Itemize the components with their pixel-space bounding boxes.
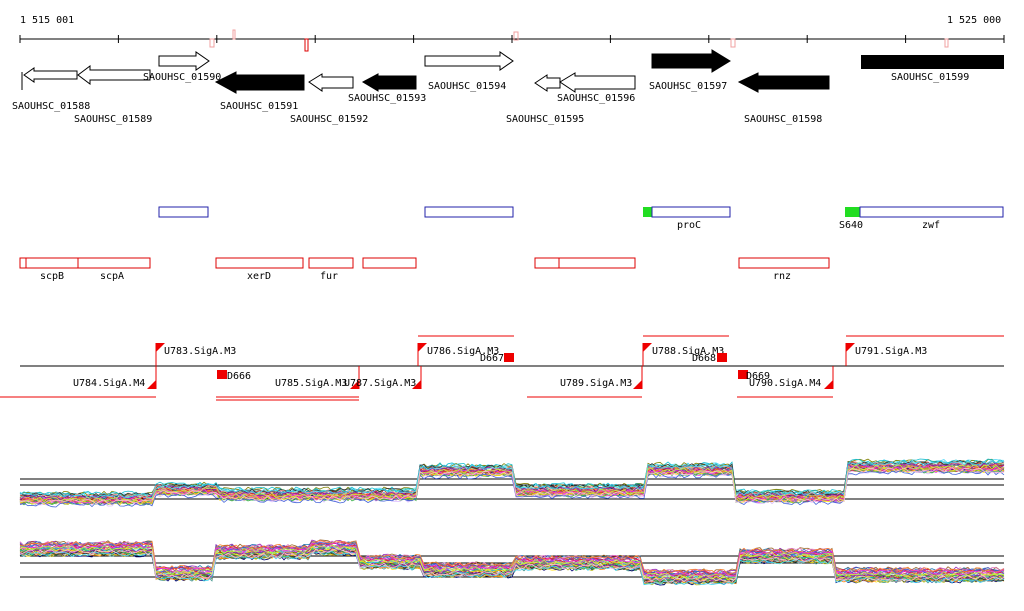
expression-line — [19, 544, 1005, 579]
terminator-label-d668: D668 — [692, 353, 716, 364]
gene-track: SAOUHSC_01588 SAOUHSC_01589 SAOUHSC_0159… — [12, 49, 1004, 125]
gene-label-saouhsc-01594: SAOUHSC_01594 — [428, 81, 506, 92]
promoter-track: U783.SigA.M3 U786.SigA.M3 U788.SigA.M3 U… — [0, 335, 1004, 401]
gene-label-saouhsc-01596: SAOUHSC_01596 — [557, 93, 635, 104]
scpa-box[interactable] — [77, 257, 151, 269]
gene-label-saouhsc-01588: SAOUHSC_01588 — [12, 101, 90, 112]
terminator-label-d669: D669 — [746, 371, 770, 382]
reverse-box[interactable] — [362, 257, 417, 269]
terminator-label-d667: D667 — [480, 353, 504, 364]
fur-label: fur — [320, 271, 338, 282]
expression-line — [19, 545, 1005, 582]
promoter-u785[interactable]: U785.SigA.M3 — [216, 366, 360, 401]
promoter-u784[interactable]: U784.SigA.M4 — [0, 366, 157, 398]
gene-saouhsc-01590[interactable]: SAOUHSC_01590 — [143, 51, 221, 83]
promoter-label-u788: U788.SigA.M3 — [652, 346, 724, 357]
terminator-label-d666: D666 — [227, 371, 251, 382]
zwf-label: zwf — [922, 220, 940, 231]
gene-saouhsc-01594[interactable]: SAOUHSC_01594 — [424, 51, 514, 92]
gene-saouhsc-01597[interactable]: SAOUHSC_01597 — [649, 49, 731, 92]
proc-box[interactable] — [651, 206, 731, 218]
promoter-u783[interactable]: U783.SigA.M3 — [155, 343, 236, 366]
gene-saouhsc-01593[interactable]: SAOUHSC_01593 — [348, 73, 426, 104]
gene-saouhsc-01596[interactable]: SAOUHSC_01596 — [557, 72, 636, 104]
coordinate-ruler: 1 515 001 1 525 000 — [19, 15, 1005, 52]
promoter-u790[interactable]: U790.SigA.M4 — [737, 366, 834, 398]
gene-saouhsc-01592[interactable]: SAOUHSC_01592 — [290, 73, 368, 125]
expression-line — [19, 467, 1005, 505]
promoter-label-u785: U785.SigA.M3 — [275, 378, 347, 389]
terminator-d669[interactable]: D669 — [738, 370, 770, 382]
gene-saouhsc-01598[interactable]: SAOUHSC_01598 — [737, 72, 830, 125]
forward-expression-track — [19, 458, 1005, 508]
s640-marker[interactable] — [845, 207, 860, 217]
reverse-name-track: scpB scpA xerD fur rnz — [19, 257, 830, 282]
expression-line — [19, 462, 1005, 501]
gene-saouhsc-01591[interactable]: SAOUHSC_01591 — [214, 71, 305, 112]
expression-line — [19, 460, 1005, 499]
xerd-label: xerD — [247, 271, 271, 282]
reverse-box[interactable] — [558, 257, 636, 269]
scpb-box[interactable] — [25, 257, 79, 269]
gene-saouhsc-01599[interactable]: SAOUHSC_01599 — [861, 55, 1004, 83]
zwf-box[interactable] — [859, 206, 1004, 218]
gene-label-saouhsc-01590: SAOUHSC_01590 — [143, 72, 221, 83]
terminator-d667[interactable]: D667 — [480, 353, 514, 364]
scpa-label: scpA — [100, 271, 124, 282]
expression-line — [19, 541, 1005, 577]
ruler-end-label: 1 525 000 — [947, 15, 1001, 26]
promoter-u789[interactable]: U789.SigA.M3 — [527, 366, 643, 398]
terminator-d666[interactable]: D666 — [217, 370, 251, 382]
forward-name-track: proC S640 zwf — [158, 206, 1004, 231]
gene-saouhsc-01589[interactable]: SAOUHSC_01589 — [74, 65, 152, 125]
promoter-label-u791: U791.SigA.M3 — [855, 346, 927, 357]
ruler-start-label: 1 515 001 — [20, 15, 74, 26]
promoter-label-u784: U784.SigA.M4 — [73, 378, 145, 389]
proc-label: proC — [677, 220, 701, 231]
promoter-u787[interactable]: U787.SigA.M3 — [344, 366, 422, 389]
gene-label-saouhsc-01598: SAOUHSC_01598 — [744, 114, 822, 125]
expression-line — [19, 469, 1005, 508]
gene-saouhsc-01595[interactable]: SAOUHSC_01595 — [506, 74, 584, 125]
expression-line — [19, 542, 1005, 578]
fur-box[interactable] — [308, 257, 354, 269]
gene-label-saouhsc-01593: SAOUHSC_01593 — [348, 93, 426, 104]
gene-saouhsc-01588[interactable]: SAOUHSC_01588 — [12, 67, 90, 112]
promoter-label-u783: U783.SigA.M3 — [164, 346, 236, 357]
gene-label-saouhsc-01599: SAOUHSC_01599 — [891, 72, 969, 83]
expression-line — [19, 548, 1005, 583]
promoter-label-u789: U789.SigA.M3 — [560, 378, 632, 389]
reverse-expression-track — [19, 539, 1005, 586]
gene-label-saouhsc-01597: SAOUHSC_01597 — [649, 81, 727, 92]
promoter-label-u787: U787.SigA.M3 — [344, 378, 416, 389]
promoter-u788[interactable]: U788.SigA.M3 — [642, 335, 729, 366]
expression-line — [19, 539, 1005, 575]
scpb-label: scpB — [40, 271, 64, 282]
promoter-label-u790: U790.SigA.M4 — [749, 378, 821, 389]
gene-label-saouhsc-01589: SAOUHSC_01589 — [74, 114, 152, 125]
promoter-u786[interactable]: U786.SigA.M3 — [417, 335, 514, 366]
xerd-box[interactable] — [215, 257, 304, 269]
forward-box[interactable] — [158, 206, 209, 218]
gene-label-saouhsc-01595: SAOUHSC_01595 — [506, 114, 584, 125]
terminator-d668[interactable]: D668 — [692, 353, 727, 364]
expression-line — [19, 461, 1005, 500]
forward-box[interactable] — [424, 206, 514, 218]
green-marker — [643, 207, 652, 217]
promoter-label-u786: U786.SigA.M3 — [427, 346, 499, 357]
promoter-u791[interactable]: U791.SigA.M3 — [845, 335, 1004, 366]
rnz-label: rnz — [773, 271, 791, 282]
gene-label-saouhsc-01592: SAOUHSC_01592 — [290, 114, 368, 125]
gene-label-saouhsc-01591: SAOUHSC_01591 — [220, 101, 298, 112]
s640-label: S640 — [839, 220, 863, 231]
rnz-box[interactable] — [738, 257, 830, 269]
